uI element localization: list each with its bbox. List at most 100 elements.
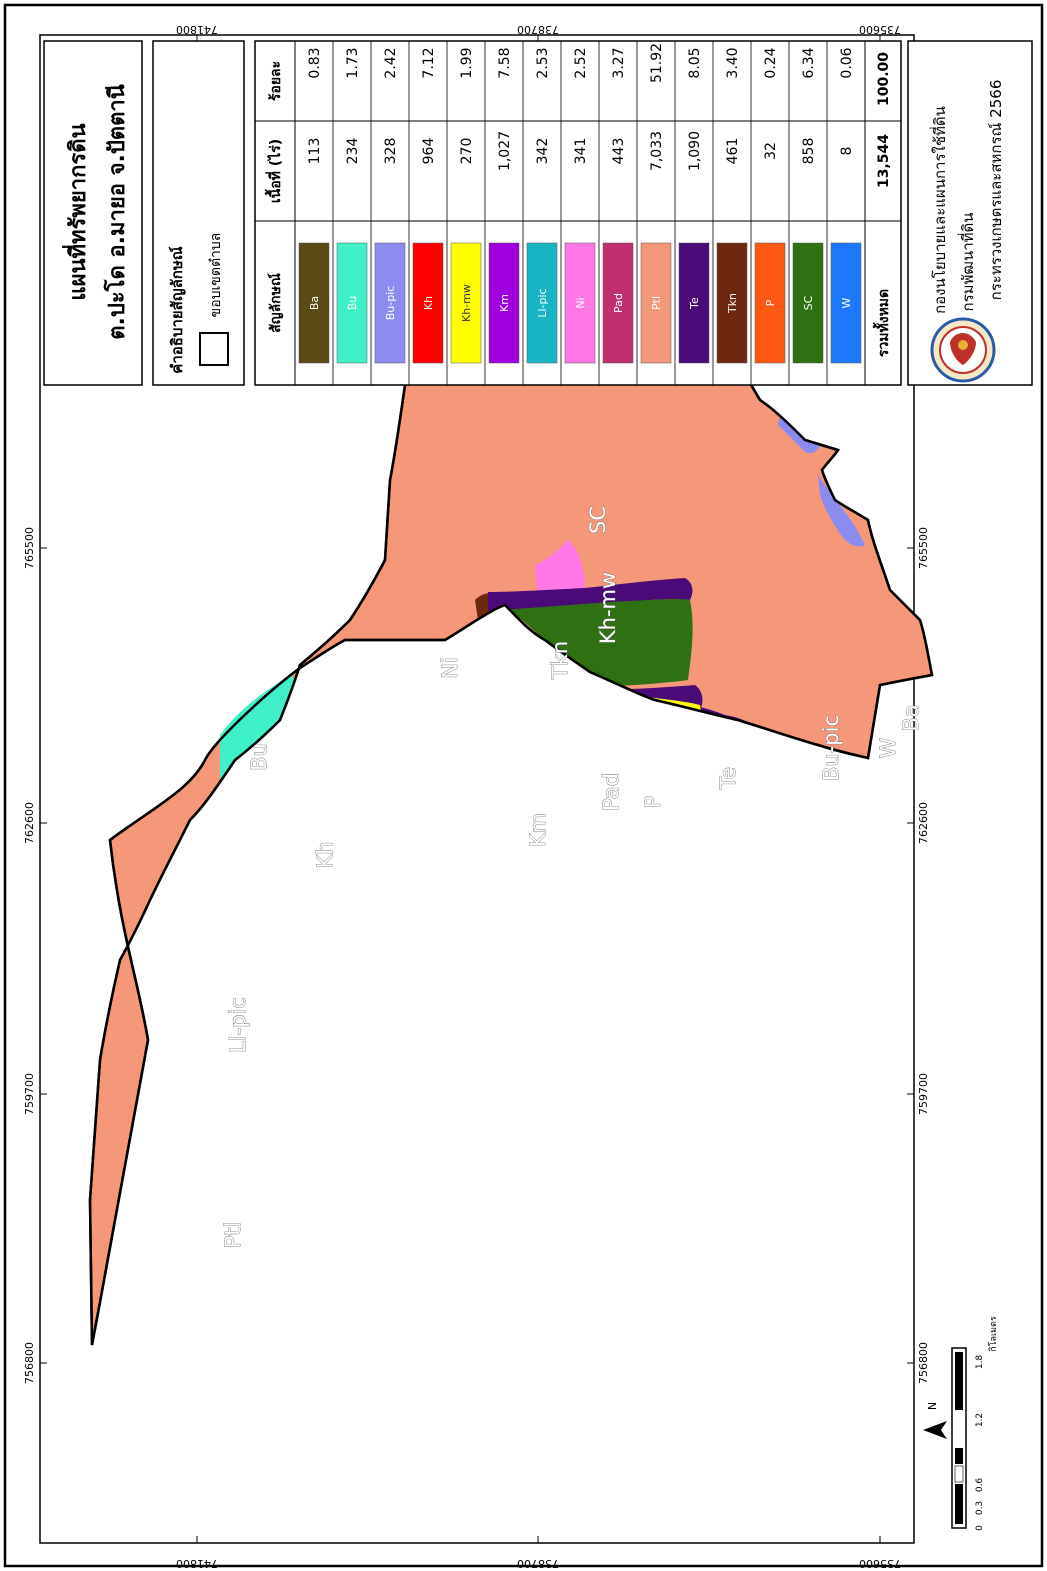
grid-label-top-1: 741800 (176, 23, 218, 36)
grid-ticks (40, 35, 914, 1543)
swatch-km (488, 242, 520, 364)
grid-label-top-2: 738700 (517, 23, 559, 36)
grid-label-left-2: 759700 (23, 1073, 36, 1115)
map-label-bu-pic: Bu-pic (819, 715, 843, 781)
swatch-label-ba: Ba (308, 296, 321, 310)
swatch-bu-pic (374, 242, 406, 364)
table-area-kh-mw: 270 (459, 138, 475, 165)
swatch-ni (564, 242, 596, 364)
swatch-label-ll-pic: Ll-pic (536, 288, 549, 317)
grid-labels-left: 756800 759700 762600 765500 (23, 527, 36, 1384)
swatch-label-bu-pic: Bu-pic (384, 286, 397, 321)
boundary-label: ขอบเขตตำบล (208, 233, 224, 318)
map-label-km: Km (526, 813, 550, 847)
table-percent-p: 0.24 (763, 47, 779, 78)
table-percent-ni: 2.52 (573, 47, 589, 78)
swatch-kh-mw (450, 242, 482, 364)
table-area-ba: 113 (307, 138, 323, 165)
table-percent-bu: 1.73 (345, 47, 361, 78)
table-percent-bu-pic: 2.42 (383, 47, 399, 78)
grid-label-bottom-3: 735600 (859, 1557, 901, 1570)
map-label-pad: Pad (599, 773, 623, 811)
soil-zone-bu-pic-5 (818, 475, 865, 547)
swatch-pad (602, 242, 634, 364)
table-header-percent: ร้อยละ (268, 61, 284, 101)
table-area-p: 32 (763, 142, 779, 160)
table-percent-sc: 6.34 (801, 47, 817, 78)
grid-label-right-1: 756800 (917, 1342, 930, 1384)
table-total-label: รวมทั้งหมด (872, 289, 892, 357)
boundary-swatch (199, 332, 229, 366)
grid-labels-bottom: 741800 738700 735600 (176, 1557, 901, 1570)
grid-label-top-3: 735600 (859, 23, 901, 36)
swatch-label-tkn: Tkn (726, 293, 739, 314)
map-label-ptl: Ptl (221, 1222, 245, 1249)
grid-label-right-3: 762600 (917, 802, 930, 844)
table-percent-tkn: 3.40 (725, 47, 741, 78)
table-percent-kh: 7.12 (421, 47, 437, 78)
table-area-sc: 858 (801, 138, 817, 165)
swatch-label-w: W (840, 297, 853, 308)
swatch-label-ni: Ni (574, 297, 587, 308)
table-total-percent: 100.00 (876, 52, 892, 106)
table-area-ptl: 7,033 (649, 131, 665, 171)
scale-bar: 0 0.3 0.6 1.2 1.8 กิโลเมตร (951, 1316, 999, 1531)
scale-tick-2: 0.6 (975, 1478, 985, 1493)
table-area-bu: 234 (345, 138, 361, 165)
table-area-km: 1,027 (497, 131, 513, 171)
map-label-w: W (876, 737, 900, 758)
grid-labels-right: 756800 759700 762600 765500 (917, 527, 930, 1384)
table-area-ll-pic: 342 (535, 138, 551, 165)
swatch-w (830, 242, 862, 364)
title-box (43, 40, 143, 386)
north-label: N (926, 1402, 939, 1410)
table-percent-kh-mw: 1.99 (459, 47, 475, 78)
map-label-ni: Ni (438, 657, 462, 679)
scale-tick-0: 0 (975, 1525, 985, 1531)
seal-emblem-icon (930, 317, 996, 383)
map-label-ll-pic: Ll-pic (226, 997, 250, 1053)
swatch-label-kh-mw: Kh-mw (460, 284, 473, 322)
org-line2: กรมพัฒนาที่ดิน (957, 212, 977, 311)
table-header-area: เนื้อที่ (ไร่) (264, 139, 284, 203)
scale-tick-1: 0.3 (975, 1501, 985, 1515)
table-area-bu-pic: 328 (383, 138, 399, 165)
swatch-label-bu: Bu (346, 296, 359, 311)
scale-unit: กิโลเมตร (988, 1316, 999, 1352)
area-table: สัญลักษณ์ เนื้อที่ (ไร่) ร้อยละ Ba 113 0.83 Bu… (255, 41, 901, 385)
grid-label-bottom-1: 741800 (176, 1557, 218, 1570)
map-label-tkn: Tkn (548, 641, 572, 680)
map-label-sc: SC (586, 506, 610, 534)
table-area-ni: 341 (573, 138, 589, 165)
table-total-area: 13,544 (876, 134, 892, 188)
table-percent-ba: 0.83 (307, 47, 323, 78)
grid-label-right-2: 759700 (917, 1073, 930, 1115)
table-percent-ll-pic: 2.53 (535, 47, 551, 78)
map-label-bu: Bu (247, 743, 271, 771)
map-label-p: P (641, 796, 665, 809)
table-area-tkn: 461 (725, 138, 741, 165)
table-area-kh: 964 (421, 138, 437, 165)
scale-tick-4: 1.8 (975, 1355, 985, 1370)
swatch-ba (298, 242, 330, 364)
scale-tick-3: 1.2 (975, 1413, 985, 1427)
table-area-w: 8 (839, 147, 855, 156)
north-arrow-icon (923, 1421, 947, 1439)
grid-label-left-4: 765500 (23, 527, 36, 569)
map-label-kh: Kh (313, 841, 337, 868)
swatch-label-sc: SC (802, 295, 815, 310)
map-label-kh-mw: Kh-mw (596, 572, 620, 644)
swatch-kh (412, 242, 444, 364)
table-percent-te: 8.05 (687, 47, 703, 78)
swatch-bu (336, 242, 368, 364)
table-percent-pad: 3.27 (611, 47, 627, 78)
map-title-line1: แผนที่ทรัพยากรดิน (61, 123, 91, 300)
swatch-tkn (716, 242, 748, 364)
swatch-label-p: P (764, 299, 777, 306)
swatch-label-kh: Kh (422, 296, 435, 310)
swatch-sc (792, 242, 824, 364)
table-percent-ptl: 51.92 (649, 43, 665, 83)
swatch-ptl (640, 242, 672, 364)
table-percent-km: 7.58 (497, 47, 513, 78)
